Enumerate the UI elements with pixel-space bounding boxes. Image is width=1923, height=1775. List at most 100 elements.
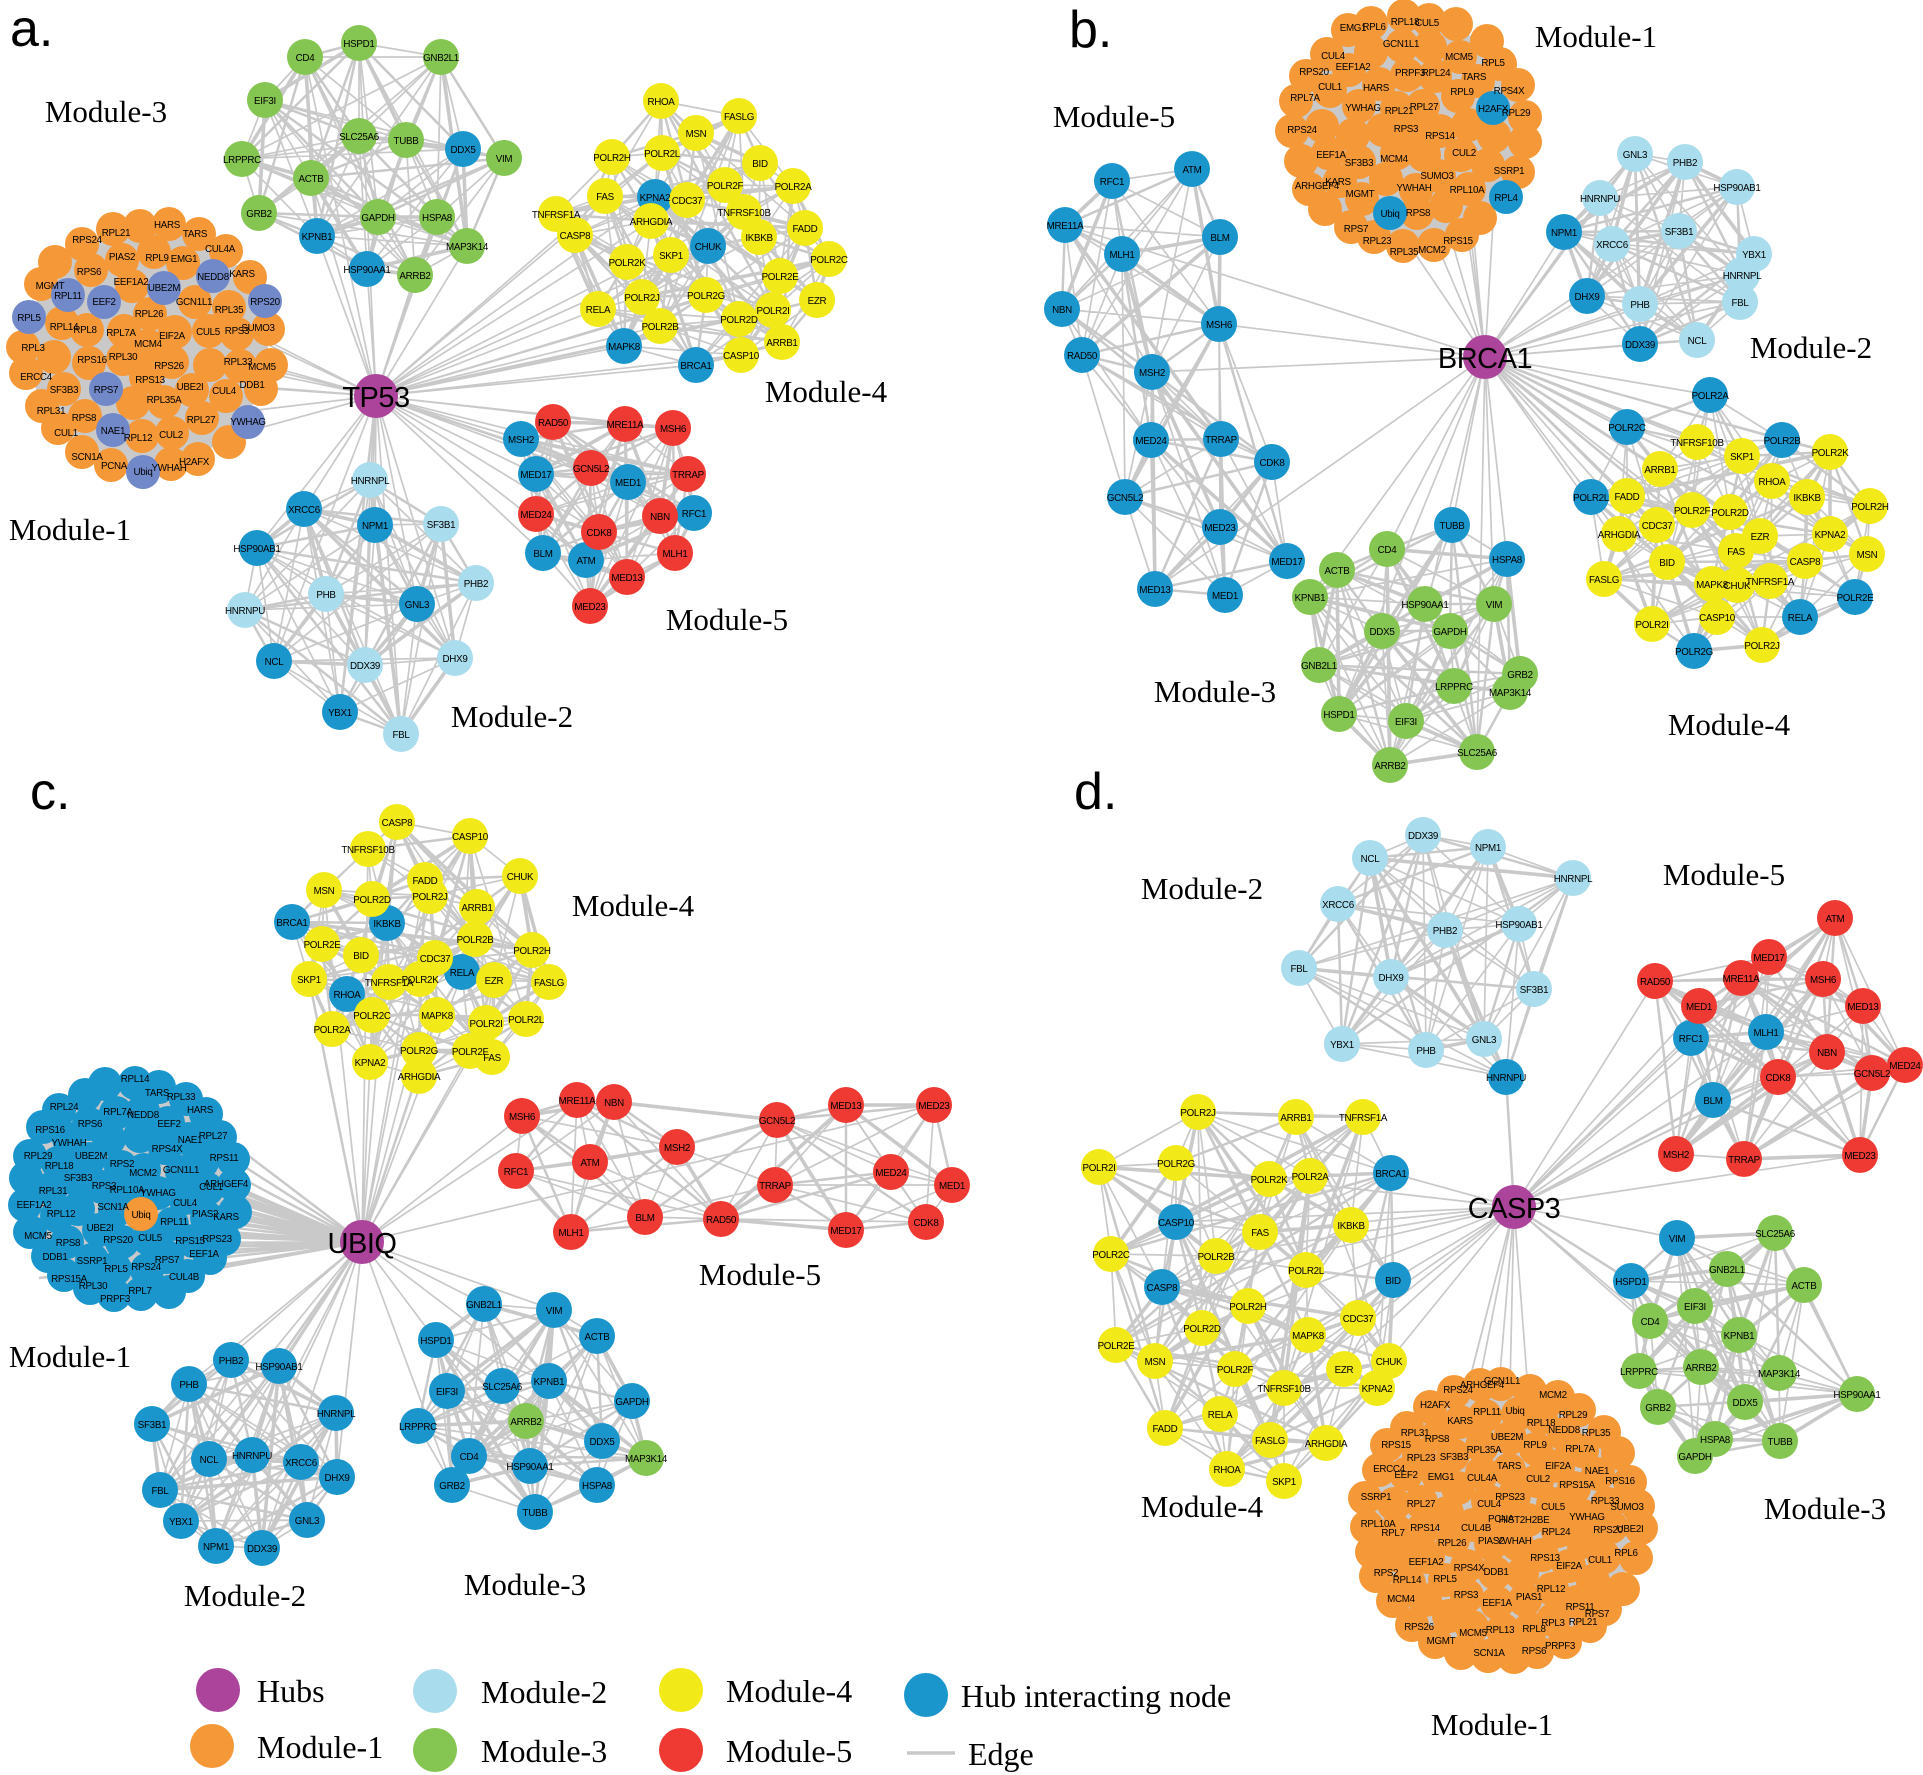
svg-text:RPS24: RPS24 [72,235,102,246]
svg-text:GCN5L2: GCN5L2 [1854,1069,1890,1080]
svg-text:GCN1L1: GCN1L1 [1484,1376,1520,1387]
svg-text:GNB2L1: GNB2L1 [1709,1265,1745,1276]
svg-text:Module-1: Module-1 [257,1729,383,1765]
svg-text:RPL18: RPL18 [1527,1418,1556,1429]
svg-text:POLR2A: POLR2A [775,182,813,193]
svg-text:ARRB1: ARRB1 [766,338,797,349]
svg-text:EMG1: EMG1 [171,254,198,265]
svg-text:RPL10A: RPL10A [1361,1519,1396,1530]
svg-text:EZR: EZR [1751,532,1770,543]
svg-text:SLC25A6: SLC25A6 [482,1382,523,1393]
svg-text:CD4: CD4 [296,53,316,64]
svg-text:Module-5: Module-5 [1663,857,1785,892]
svg-text:CDC37: CDC37 [1343,1314,1374,1325]
svg-text:RPL33: RPL33 [1591,1496,1620,1507]
svg-text:MCM5: MCM5 [1459,1628,1487,1639]
svg-text:MED17: MED17 [1753,953,1784,964]
svg-text:PIAS1: PIAS1 [1516,1592,1542,1603]
svg-text:NBN: NBN [1052,305,1072,316]
svg-text:MSH2: MSH2 [1139,368,1165,379]
svg-text:CASP8: CASP8 [1147,1283,1178,1294]
svg-text:ARHGDIA: ARHGDIA [398,1072,441,1083]
svg-text:NAE1: NAE1 [1585,1466,1609,1477]
svg-text:KPNB1: KPNB1 [1295,593,1326,604]
svg-text:MED17: MED17 [830,1226,861,1237]
svg-text:CHUK: CHUK [507,872,534,883]
svg-text:RAD50: RAD50 [706,1215,737,1226]
svg-text:SF3B1: SF3B1 [1665,227,1693,238]
svg-text:CDC37: CDC37 [420,954,451,965]
svg-text:DDX5: DDX5 [1733,1398,1759,1409]
svg-text:BID: BID [1385,1276,1401,1287]
svg-text:RPL33: RPL33 [224,357,253,368]
svg-text:Ubiq: Ubiq [1381,209,1400,220]
svg-text:FBL: FBL [392,730,410,741]
svg-text:POLR2H: POLR2H [1851,502,1889,513]
svg-text:PHB2: PHB2 [219,1356,243,1367]
svg-text:TARS: TARS [183,229,208,240]
svg-text:GNL3: GNL3 [1623,150,1648,161]
svg-text:PCNA: PCNA [101,461,128,472]
svg-text:MCM5: MCM5 [248,362,276,373]
svg-text:POLR2H: POLR2H [593,153,631,164]
svg-text:FAS: FAS [1727,547,1745,558]
svg-text:ARRB1: ARRB1 [1644,465,1675,476]
svg-text:BLM: BLM [635,1213,654,1224]
svg-text:CD4: CD4 [460,1452,480,1463]
svg-text:BLM: BLM [1210,233,1229,244]
svg-text:MLH1: MLH1 [1110,250,1135,261]
svg-text:SKP1: SKP1 [297,975,321,986]
svg-text:ARHGEF4: ARHGEF4 [204,1179,249,1190]
svg-text:MED23: MED23 [918,1101,950,1112]
svg-text:IKBKB: IKBKB [1793,493,1821,504]
svg-text:NBN: NBN [650,512,670,523]
svg-text:NCL: NCL [1361,854,1381,865]
svg-text:RPS7: RPS7 [94,385,118,396]
svg-text:MCM4: MCM4 [134,339,162,350]
svg-text:RPL27: RPL27 [187,415,215,426]
svg-text:PRPF3: PRPF3 [1545,1641,1576,1652]
svg-text:RHOA: RHOA [647,97,675,108]
svg-text:RPS4X: RPS4X [152,1144,183,1155]
svg-text:LRPPRC: LRPPRC [1620,1367,1658,1378]
svg-text:YWHAG: YWHAG [230,417,266,428]
svg-text:MSH2: MSH2 [664,1143,690,1154]
svg-text:FADD: FADD [413,876,438,887]
svg-text:PIAS2: PIAS2 [109,252,135,263]
svg-text:PHB: PHB [316,590,336,601]
svg-text:CDK8: CDK8 [587,528,613,539]
svg-text:TNFRSF1A: TNFRSF1A [1746,577,1795,588]
svg-text:MLH1: MLH1 [1754,1028,1779,1039]
svg-text:VIM: VIM [1486,600,1503,611]
svg-text:RPS20: RPS20 [103,1235,133,1246]
svg-text:TUBB: TUBB [523,1508,549,1519]
svg-text:KARS: KARS [1325,177,1351,188]
svg-text:POLR2K: POLR2K [1812,448,1850,459]
svg-text:RAD50: RAD50 [1067,351,1098,362]
svg-text:MCM5: MCM5 [1445,52,1473,63]
svg-text:FADD: FADD [793,224,818,235]
svg-text:MED1: MED1 [1686,1002,1712,1013]
svg-text:GAPDH: GAPDH [1433,627,1467,638]
svg-text:MRE11A: MRE11A [1047,221,1084,232]
svg-text:CASP10: CASP10 [1158,1218,1195,1229]
svg-text:CUL1: CUL1 [1588,1555,1612,1566]
svg-text:Module-5: Module-5 [699,1257,821,1292]
svg-text:TNFRSF10B: TNFRSF10B [1670,438,1724,449]
svg-text:RFC1: RFC1 [1100,177,1124,188]
svg-text:Module-4: Module-4 [726,1673,852,1709]
svg-text:HSPD1: HSPD1 [1323,710,1354,721]
svg-text:HSP90AB1: HSP90AB1 [233,544,280,555]
svg-text:MED1: MED1 [1212,591,1238,602]
svg-text:MLH1: MLH1 [559,1228,584,1239]
svg-text:CASP10: CASP10 [723,351,760,362]
svg-text:FAS: FAS [483,1053,501,1064]
svg-text:TUBB: TUBB [394,136,420,147]
svg-text:GNB2L1: GNB2L1 [1301,661,1337,672]
svg-text:MLH1: MLH1 [663,549,688,560]
svg-text:ARHGDIA: ARHGDIA [1598,530,1641,541]
svg-text:MED23: MED23 [1204,523,1236,534]
svg-text:EZR: EZR [485,976,504,987]
svg-text:KARS: KARS [1447,1416,1473,1427]
svg-text:RPS7: RPS7 [155,1255,179,1266]
